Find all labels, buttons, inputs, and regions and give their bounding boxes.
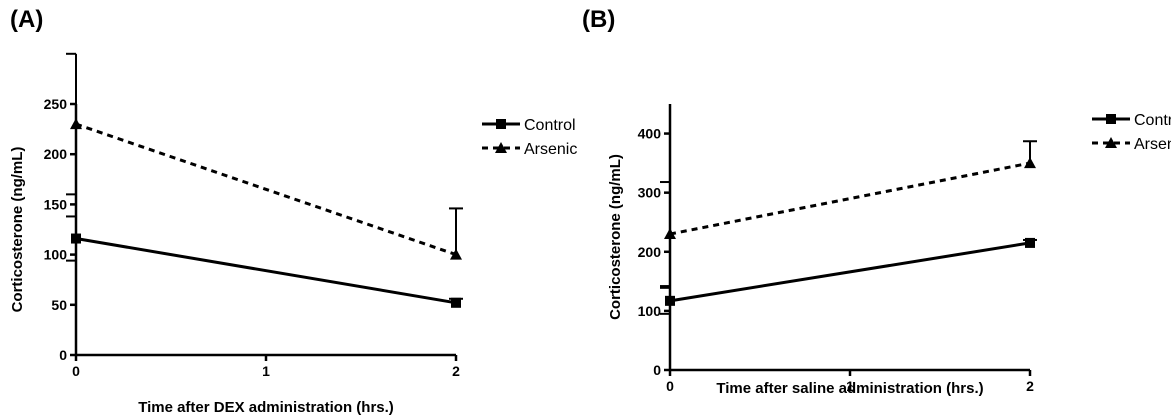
data-point-square [451, 297, 461, 308]
y-axis-title: Corticosterone (ng/mL) [607, 154, 624, 320]
x-tick-label: 2 [452, 363, 460, 379]
y-tick-label: 0 [653, 362, 661, 378]
y-tick-label: 200 [44, 146, 68, 162]
y-tick-label: 300 [638, 185, 662, 201]
chart-1: 0 100 200 300 400 0 1 2 Time after saline admini… [607, 104, 1171, 397]
legend-marker-square [1106, 114, 1116, 124]
data-point-square [1025, 237, 1035, 248]
legend-marker-triangle [1105, 137, 1117, 148]
series-line [75, 122, 457, 257]
data-point-square [71, 233, 81, 244]
panel-label-a: (A) [10, 6, 44, 33]
y-tick-label: 250 [44, 96, 68, 112]
legend-marker-square [496, 119, 506, 129]
data-point-triangle [664, 228, 676, 240]
series-arsenic [660, 140, 1037, 288]
series-arsenic [66, 52, 463, 260]
series-control [66, 215, 463, 308]
y-tick-label: 200 [638, 244, 662, 260]
x-axis-title: Time after DEX administration (hrs.) [138, 399, 394, 416]
y-tick-label: 150 [44, 196, 68, 212]
data-point-square [665, 295, 675, 306]
data-point-triangle [70, 118, 82, 130]
data-point-triangle [450, 248, 462, 260]
legend-label: Arsenic [524, 141, 577, 158]
x-tick-label: 2 [1026, 378, 1034, 394]
chart-0: 0 50 100 150 200 250 0 1 2 Time after DEX adminis… [9, 52, 577, 416]
legend-marker-triangle [495, 142, 507, 153]
x-tick-label: 1 [262, 363, 270, 379]
y-tick-label: 400 [638, 126, 662, 142]
data-point-triangle [1024, 157, 1036, 169]
legend-label: Arsenic [1134, 136, 1171, 153]
series-line [75, 237, 457, 305]
x-tick-label: 1 [846, 378, 854, 394]
legend-label: Control [1134, 112, 1171, 129]
series-line [669, 241, 1031, 303]
x-tick-label: 0 [72, 363, 80, 379]
y-tick-label: 100 [638, 303, 662, 319]
y-tick-label: 50 [51, 297, 67, 313]
panel-label-b: (B) [582, 6, 616, 33]
y-tick-label: 0 [59, 347, 67, 363]
y-tick-label: 100 [44, 247, 68, 263]
series-line [669, 161, 1031, 236]
y-axis-title: Corticosterone (ng/mL) [9, 147, 26, 313]
x-axis-title: Time after saline administration (hrs.) [716, 380, 983, 397]
x-tick-label: 0 [666, 378, 674, 394]
legend-label: Control [524, 117, 576, 134]
series-control [660, 237, 1037, 315]
